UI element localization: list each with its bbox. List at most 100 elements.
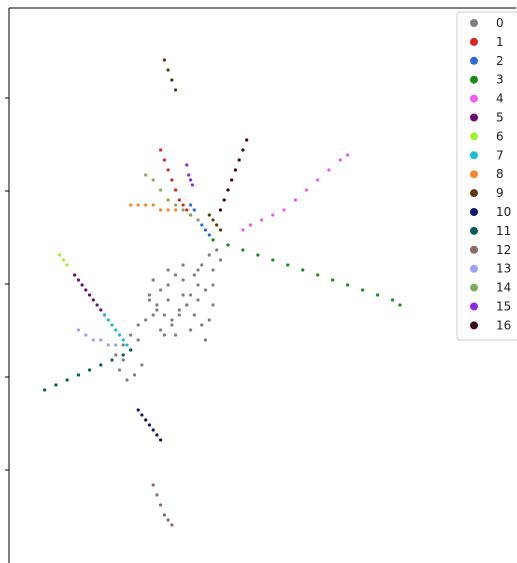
legend-label-11: 11 <box>496 224 511 238</box>
legend-marker-5 <box>470 113 478 122</box>
point <box>187 173 191 177</box>
point <box>230 178 234 182</box>
point <box>181 263 185 267</box>
point <box>114 353 118 357</box>
legend-label-9: 9 <box>496 186 504 200</box>
point <box>203 288 208 292</box>
point <box>117 333 122 337</box>
point <box>159 328 163 332</box>
point <box>218 228 223 232</box>
point <box>177 308 181 312</box>
point <box>203 228 208 232</box>
point <box>144 173 148 177</box>
point <box>144 418 148 422</box>
point <box>338 158 342 162</box>
legend-label-4: 4 <box>496 92 504 106</box>
point <box>218 258 223 262</box>
point <box>147 298 151 302</box>
legend-marker-6 <box>470 132 478 141</box>
point <box>185 208 189 212</box>
point <box>286 263 290 267</box>
point <box>166 168 170 172</box>
legend-marker-10 <box>470 208 478 216</box>
series-11 <box>43 348 133 392</box>
point <box>121 358 125 362</box>
point <box>144 203 148 207</box>
point <box>174 208 178 212</box>
point <box>151 203 155 207</box>
series-3 <box>211 238 402 307</box>
point <box>159 288 163 292</box>
point <box>196 298 200 302</box>
point <box>181 208 185 212</box>
y-axis-ticks <box>5 97 9 471</box>
point <box>282 208 286 212</box>
point <box>166 298 170 302</box>
point <box>151 278 155 282</box>
point <box>76 278 80 282</box>
series-5 <box>73 273 107 317</box>
legend-marker-1 <box>470 37 478 46</box>
point <box>189 213 193 217</box>
point <box>88 368 92 372</box>
point <box>207 213 211 217</box>
point <box>155 303 159 307</box>
point <box>140 413 144 417</box>
legend-label-1: 1 <box>496 35 504 49</box>
point <box>189 293 193 297</box>
point <box>84 288 88 292</box>
point <box>170 318 174 322</box>
point <box>129 348 133 352</box>
point <box>346 283 350 287</box>
point <box>91 338 95 342</box>
series-4 <box>241 153 350 232</box>
point <box>170 78 174 82</box>
point <box>192 208 196 212</box>
series-15 <box>185 163 194 187</box>
series-6 <box>58 253 69 267</box>
point <box>200 263 204 267</box>
legend-label-10: 10 <box>496 205 511 219</box>
point <box>170 178 174 182</box>
point <box>65 378 69 382</box>
point <box>200 323 204 327</box>
point <box>114 328 118 332</box>
data-points <box>43 58 402 527</box>
point <box>140 363 144 367</box>
point <box>132 373 137 377</box>
point <box>99 363 103 367</box>
series-12 <box>151 483 174 527</box>
point <box>215 223 219 227</box>
legend-label-16: 16 <box>496 318 511 332</box>
point <box>241 148 245 152</box>
point <box>170 323 174 327</box>
series-9 <box>162 58 223 232</box>
legend-marker-11 <box>470 226 478 235</box>
point <box>189 203 193 207</box>
point <box>237 158 241 162</box>
point <box>166 268 170 272</box>
point <box>346 153 350 157</box>
point <box>174 88 178 92</box>
point <box>211 218 215 222</box>
point <box>80 283 84 287</box>
point <box>106 343 110 347</box>
point <box>192 273 196 277</box>
point <box>61 258 65 262</box>
point <box>181 293 185 297</box>
legend-label-12: 12 <box>496 243 511 257</box>
point <box>185 163 189 167</box>
point <box>129 203 133 207</box>
point <box>162 513 166 517</box>
point <box>192 313 196 317</box>
point <box>151 428 155 432</box>
point <box>327 168 331 172</box>
point <box>200 223 204 227</box>
point <box>91 298 95 302</box>
point <box>185 303 189 307</box>
point <box>136 338 140 342</box>
point <box>293 198 297 202</box>
point <box>174 273 178 277</box>
